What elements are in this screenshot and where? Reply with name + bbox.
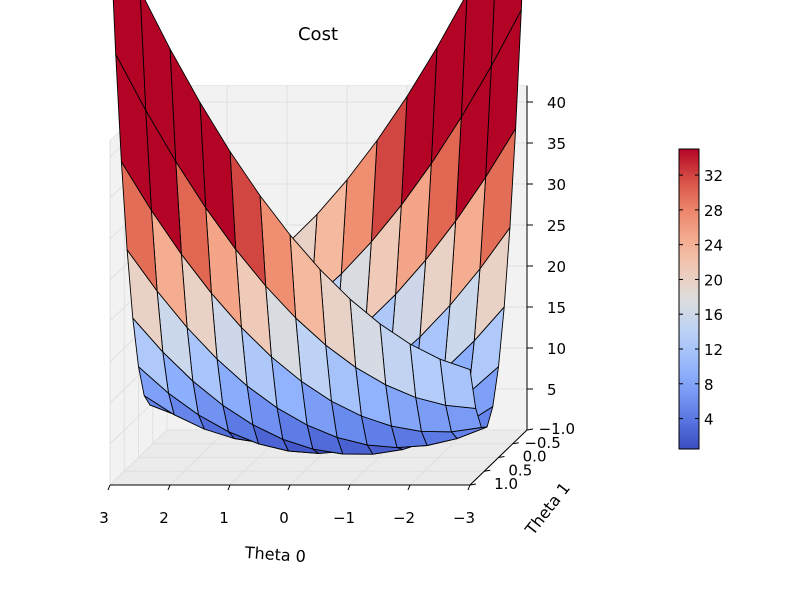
z-tick-label: 20 [547, 258, 566, 276]
colorbar: 4 8 12 16 20 24 28 32 [678, 148, 723, 450]
z-tick-label: 40 [547, 94, 566, 112]
colorbar-tick-label: 24 [704, 237, 723, 255]
colorbar-tick-label: 28 [704, 202, 723, 220]
y-tick-mark [526, 428, 534, 431]
y-axis-label: Theta 1 [521, 479, 574, 540]
x-tick-mark [227, 484, 231, 491]
y-tick-label: 0.0 [523, 448, 547, 466]
x-axis-label: Theta 0 [243, 543, 306, 566]
x-tick-label: −3 [453, 509, 475, 527]
x-tick-label: 3 [99, 509, 109, 527]
colorbar-tick-label: 4 [704, 411, 714, 429]
colorbar-tick-label: 16 [704, 306, 723, 324]
y-tick-label: −0.5 [524, 434, 560, 452]
x-axis-ticks: 3 2 1 0 −1 −2 −3 [99, 484, 475, 527]
x-tick-label: −1 [333, 509, 355, 527]
colorbar-tick-label: 8 [704, 376, 714, 394]
surface-patch [112, 0, 147, 111]
y-tick-mark [469, 483, 477, 486]
colorbar-bar [678, 148, 700, 450]
x-tick-label: 0 [279, 509, 289, 527]
y-tick-label: −1.0 [539, 420, 575, 438]
y-tick-label: 0.5 [508, 461, 532, 479]
surface-patch [445, 404, 482, 433]
x-tick-mark [107, 484, 111, 491]
y-tick-mark [484, 469, 491, 472]
colorbar-tick-label: 12 [704, 341, 723, 359]
colorbar-tick-label: 32 [704, 167, 723, 185]
z-tick-label: 10 [547, 340, 566, 358]
y-tick-mark [512, 442, 519, 445]
y-tick-label: 1.0 [494, 475, 518, 493]
z-tick-label: 25 [547, 217, 566, 235]
x-tick-mark [467, 484, 471, 491]
x-tick-mark [407, 484, 411, 491]
z-tick-label: 35 [547, 135, 566, 153]
x-tick-label: 1 [219, 509, 229, 527]
x-tick-label: 2 [159, 509, 169, 527]
z-tick-label: 15 [547, 299, 566, 317]
x-tick-mark [347, 484, 351, 491]
colorbar-tick-label: 20 [704, 271, 723, 289]
z-axis-ticks: 5 10 15 20 25 30 35 40 [527, 94, 566, 399]
x-tick-mark [167, 484, 171, 491]
y-axis-ticks: 1.00.50.0−0.5−1.0 [469, 420, 575, 493]
x-tick-mark [287, 484, 291, 491]
surface-mesh [112, 0, 523, 455]
z-tick-label: 5 [547, 381, 557, 399]
z-tick-label: 30 [547, 176, 566, 194]
chart-title: Cost [298, 24, 338, 45]
x-tick-label: −2 [393, 509, 415, 527]
y-tick-mark [498, 456, 505, 458]
